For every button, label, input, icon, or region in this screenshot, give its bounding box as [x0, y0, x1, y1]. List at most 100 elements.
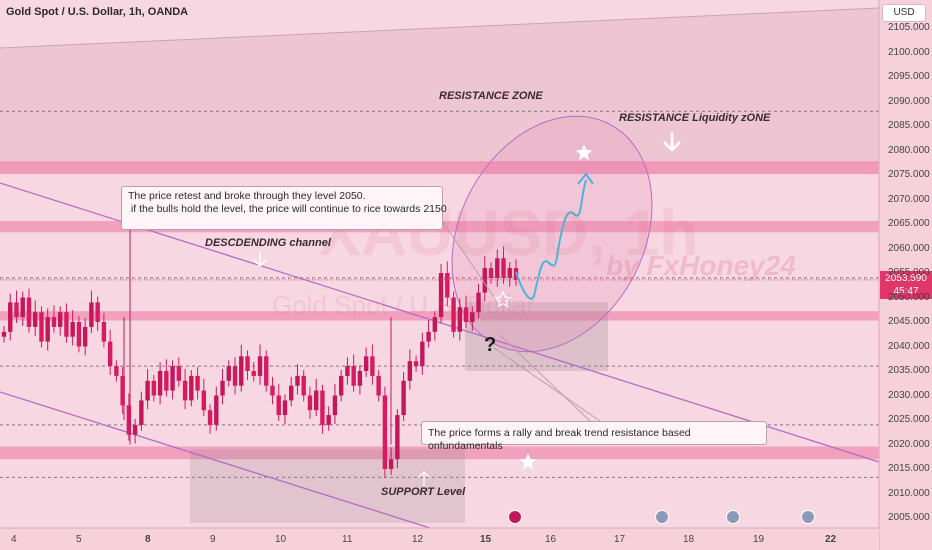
arrow-up-icon [418, 471, 430, 486]
candle-body [70, 322, 75, 337]
candle-body [295, 375, 300, 386]
y-axis-tick: 2005.000 [888, 512, 930, 523]
callout-retest[interactable]: The price retest and broke through they … [121, 186, 447, 230]
x-axis-tick: 4 [11, 534, 17, 545]
star-icon [493, 290, 513, 308]
x-axis-tick: 18 [683, 534, 695, 545]
candle-body [195, 375, 200, 391]
candle-body [438, 273, 444, 318]
arrow-down-icon [663, 132, 681, 152]
candle-body [120, 375, 125, 406]
candle-body [476, 292, 481, 313]
candle-body [245, 356, 250, 371]
y-axis-tick: 2065.000 [888, 218, 930, 229]
symbol-title[interactable]: Gold Spot / U.S. Dollar, 1h, OANDA [6, 6, 189, 18]
us-flag-event-icon [801, 510, 815, 524]
x-axis-tick: 15 [480, 534, 492, 545]
candle-body [307, 395, 313, 411]
candle-body [20, 297, 25, 318]
candle-body [463, 307, 469, 322]
candle-body [14, 302, 19, 318]
candle-body [151, 380, 157, 396]
candle-body [76, 322, 82, 347]
candle-body [338, 375, 344, 396]
y-axis-tick: 2030.000 [888, 389, 930, 401]
top-trend-line [0, 7, 880, 49]
candle-body [332, 395, 338, 416]
x-axis-tick: 10 [275, 534, 287, 545]
y-axis-tick: 2080.000 [888, 144, 930, 156]
time-axis [0, 528, 879, 550]
callout-pointer [499, 334, 591, 422]
candle-body [57, 312, 63, 327]
candle-body [388, 459, 394, 469]
candle-body [382, 395, 388, 469]
support-box [190, 449, 465, 523]
star-icon [519, 453, 537, 470]
candle-body [239, 356, 244, 386]
callout-retest-line-2: if the bulls hold the level, the price w… [128, 203, 447, 215]
candle-body [351, 366, 356, 386]
candle-body [45, 317, 50, 342]
star-icon [575, 144, 593, 161]
last-price-value: 2053.590 [885, 273, 927, 284]
y-axis-tick: 2070.000 [888, 193, 930, 205]
candle-body [251, 371, 256, 376]
x-axis-tick: 22 [825, 534, 837, 545]
candle-body [282, 400, 288, 416]
watermark-name: Gold Spot / U.S. Dollar [272, 290, 535, 320]
candle-body [407, 361, 413, 381]
y-axis-tick: 2090.000 [888, 95, 930, 107]
candle-body [457, 307, 463, 332]
candle-body [345, 366, 350, 376]
bar-countdown: 45:47 [893, 286, 919, 297]
y-axis-tick: 2075.000 [888, 169, 930, 180]
us-flag-event-icon [726, 510, 740, 524]
candle-body [164, 371, 169, 391]
candle-body [95, 302, 100, 322]
candle-body [432, 317, 438, 332]
candle-body [257, 356, 263, 376]
candle-body [232, 366, 238, 386]
y-axis-tick: 2100.000 [888, 46, 930, 58]
candle-body [470, 312, 475, 322]
y-axis-tick: 2085.000 [888, 120, 930, 131]
resistance-shade [0, 8, 879, 165]
y-axis-tick: 2045.000 [888, 316, 930, 327]
projection-path [515, 179, 587, 300]
channel-lower-line [0, 391, 431, 529]
range-box [465, 302, 608, 371]
candle-body [363, 356, 369, 371]
candle-body [64, 312, 69, 337]
support-level-label: SUPPORT Level [381, 486, 466, 498]
candle-body [182, 380, 188, 401]
candle-body [139, 400, 144, 425]
candle-body [114, 366, 119, 376]
candle-body [107, 341, 113, 367]
callout-rally[interactable]: The price forms a rally and break trend … [421, 421, 767, 452]
callout-pointer [493, 347, 601, 422]
y-axis-tick: 2025.000 [888, 414, 930, 425]
candle-body [89, 302, 94, 327]
candle-body [39, 312, 44, 342]
candle-body [482, 268, 487, 293]
currency-selector[interactable]: USD [882, 4, 926, 22]
candle-body [289, 385, 294, 401]
candle-body [488, 268, 494, 278]
candle-body [26, 297, 32, 327]
candle-body [214, 395, 219, 425]
candle-body [495, 258, 500, 278]
candle-body [82, 326, 88, 347]
candle-body [51, 317, 57, 327]
candle-body [1, 331, 7, 337]
watermark-author: by FxHoney24 [606, 250, 796, 281]
y-axis-tick: 2105.000 [888, 22, 930, 33]
candle-body [132, 424, 138, 435]
candle-body [157, 371, 163, 396]
x-axis-tick: 12 [412, 534, 424, 545]
arrow-down-icon [253, 252, 267, 268]
x-axis-tick: 8 [145, 534, 151, 545]
y-axis-tick: 2095.000 [888, 71, 930, 82]
